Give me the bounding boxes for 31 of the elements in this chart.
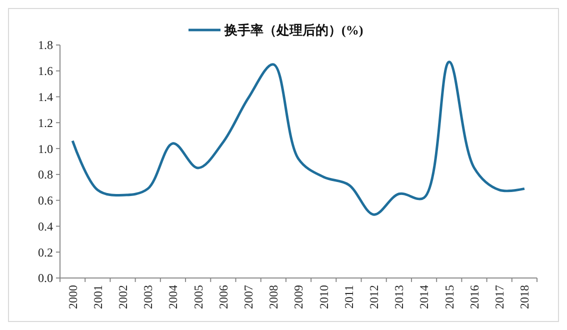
- y-tick-label: 1.8: [38, 38, 53, 52]
- y-tick-label: 0.0: [38, 271, 53, 286]
- x-tick-label: 2005: [191, 285, 206, 309]
- x-tick-label: 2015: [442, 285, 456, 309]
- x-tick-label: 2007: [241, 285, 256, 309]
- y-tick-label: 0.4: [38, 219, 53, 234]
- y-tick-label: 0.6: [38, 194, 53, 208]
- x-tick-label: 2016: [467, 285, 482, 309]
- x-tick-label: 2001: [90, 285, 105, 309]
- x-tick-label: 2017: [492, 285, 507, 309]
- x-tick-label: 2014: [417, 285, 432, 309]
- y-tick-label: 1.6: [38, 64, 53, 78]
- x-tick-label: 2013: [392, 285, 406, 309]
- x-tick-label: 2006: [216, 285, 230, 309]
- x-tick-label: 2000: [66, 285, 80, 309]
- y-tick-label: 0.2: [38, 245, 53, 260]
- x-tick-label: 2004: [166, 285, 180, 309]
- x-tick-label: 2012: [367, 285, 382, 309]
- line-series: [71, 60, 526, 216]
- x-tick-label: 2010: [316, 285, 331, 309]
- x-tick-label: 2011: [342, 285, 356, 309]
- x-tick-label: 2018: [518, 285, 532, 309]
- x-tick-label: 2009: [292, 285, 306, 309]
- y-tick-label: 1.2: [38, 116, 53, 130]
- x-tick-label: 2003: [141, 285, 156, 309]
- x-tick-label: 2008: [266, 285, 281, 309]
- x-tick-label: 2002: [116, 285, 130, 309]
- y-tick-label: 0.8: [38, 168, 53, 182]
- legend-label: 换手率（处理后的）(%): [224, 22, 364, 38]
- y-tick-label: 1.0: [38, 142, 53, 156]
- y-tick-label: 1.4: [38, 90, 53, 104]
